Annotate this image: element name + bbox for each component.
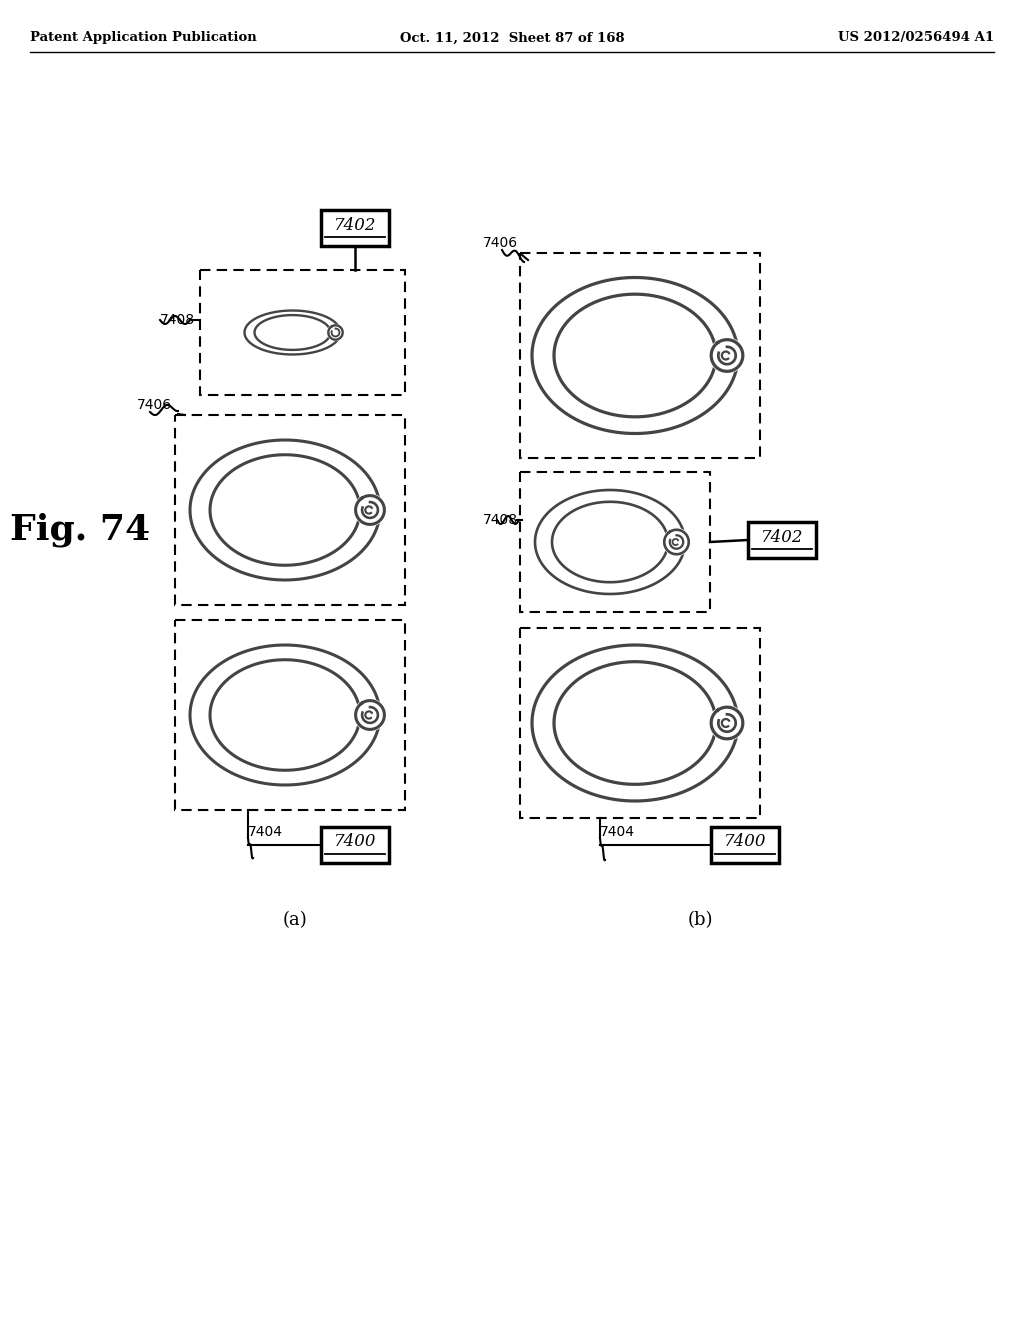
Bar: [175, 414, 406, 605]
Text: 7404: 7404: [248, 825, 283, 840]
Circle shape: [663, 528, 690, 556]
Text: 7404: 7404: [600, 825, 635, 840]
Text: 7406: 7406: [137, 399, 172, 412]
Text: Oct. 11, 2012  Sheet 87 of 168: Oct. 11, 2012 Sheet 87 of 168: [399, 32, 625, 45]
Text: 7400: 7400: [724, 833, 766, 850]
Text: 7408: 7408: [160, 313, 195, 327]
Bar: [520, 628, 760, 818]
Text: (b): (b): [687, 911, 713, 929]
Circle shape: [710, 338, 744, 374]
Bar: [175, 620, 406, 810]
Bar: [520, 473, 710, 612]
Bar: [748, 521, 816, 558]
Text: (a): (a): [283, 911, 307, 929]
Bar: [711, 828, 779, 863]
Text: 7400: 7400: [334, 833, 376, 850]
Circle shape: [710, 706, 744, 741]
Text: Fig. 74: Fig. 74: [10, 512, 151, 548]
Circle shape: [354, 494, 386, 525]
Circle shape: [328, 325, 343, 341]
Text: 7402: 7402: [334, 216, 376, 234]
Bar: [321, 828, 389, 863]
Bar: [520, 253, 760, 458]
Text: 7408: 7408: [483, 513, 518, 527]
Bar: [321, 210, 389, 246]
Bar: [200, 271, 406, 395]
Text: 7406: 7406: [483, 236, 518, 249]
Text: 7402: 7402: [761, 528, 803, 545]
Text: US 2012/0256494 A1: US 2012/0256494 A1: [838, 32, 994, 45]
Circle shape: [354, 700, 386, 731]
Text: Patent Application Publication: Patent Application Publication: [30, 32, 257, 45]
